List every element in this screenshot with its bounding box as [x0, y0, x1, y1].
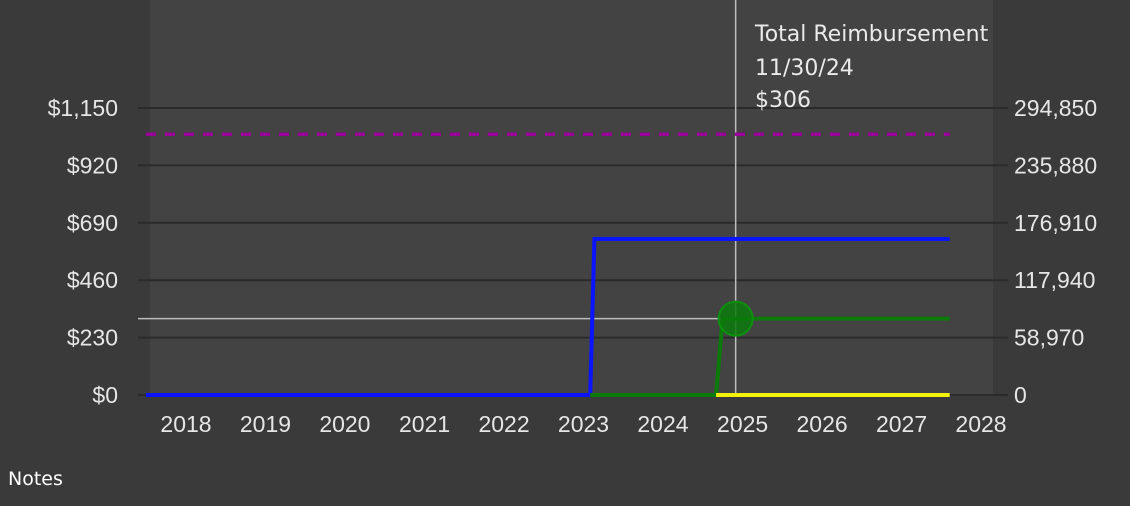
x-tick-label: 2023 — [558, 411, 609, 437]
y-right-tick-label: 117,940 — [1014, 267, 1095, 293]
y-axis-right: 0 58,970 117,940 176,910 235,880 294,850 — [1014, 95, 1097, 408]
chart-svg: $0 $230 $460 $690 $920 $1,150 0 58,970 117,940 1… — [48, 0, 1097, 437]
y-left-tick-label: $0 — [92, 382, 118, 408]
y-right-tick-label: 294,850 — [1014, 95, 1097, 121]
y-right-tick-label: 235,880 — [1014, 152, 1097, 178]
x-tick-label: 2021 — [399, 411, 450, 437]
notes-label[interactable]: Notes — [8, 468, 63, 490]
x-tick-label: 2028 — [955, 411, 1006, 437]
y-axis-left: $0 $230 $460 $690 $920 $1,150 — [48, 95, 118, 408]
x-tick-label: 2022 — [478, 411, 529, 437]
y-left-tick-label: $690 — [67, 210, 118, 236]
x-tick-label: 2026 — [797, 411, 848, 437]
tooltip-title: Total Reimbursement — [754, 22, 989, 47]
y-left-tick-label: $460 — [67, 267, 118, 293]
x-tick-label: 2020 — [319, 411, 370, 437]
series-line-2 — [590, 316, 950, 397]
x-tick-label: 2019 — [240, 411, 291, 437]
x-axis: 2018 2019 2020 2021 2022 2023 2024 2025 2026 2027… — [160, 411, 1006, 437]
series-layer — [145, 132, 950, 397]
x-tick-label: 2025 — [717, 411, 768, 437]
tooltip: Total Reimbursement 11/30/24 $306 — [754, 22, 989, 113]
x-tick-label: 2018 — [160, 411, 211, 437]
plot-background — [150, 0, 993, 395]
y-right-tick-label: 176,910 — [1014, 210, 1097, 236]
y-right-tick-label: 58,970 — [1014, 325, 1084, 351]
marker-layer — [717, 300, 754, 337]
x-tick-label: 2024 — [637, 411, 688, 437]
y-left-tick-label: $230 — [67, 325, 118, 351]
x-tick-label: 2027 — [876, 411, 927, 437]
hover-marker — [717, 300, 754, 337]
series-line-1 — [145, 237, 950, 397]
tooltip-value: $306 — [755, 88, 811, 113]
tooltip-date: 11/30/24 — [755, 56, 854, 81]
y-left-tick-label: $1,150 — [48, 95, 118, 121]
y-left-tick-label: $920 — [67, 152, 118, 178]
y-right-tick-label: 0 — [1014, 382, 1027, 408]
